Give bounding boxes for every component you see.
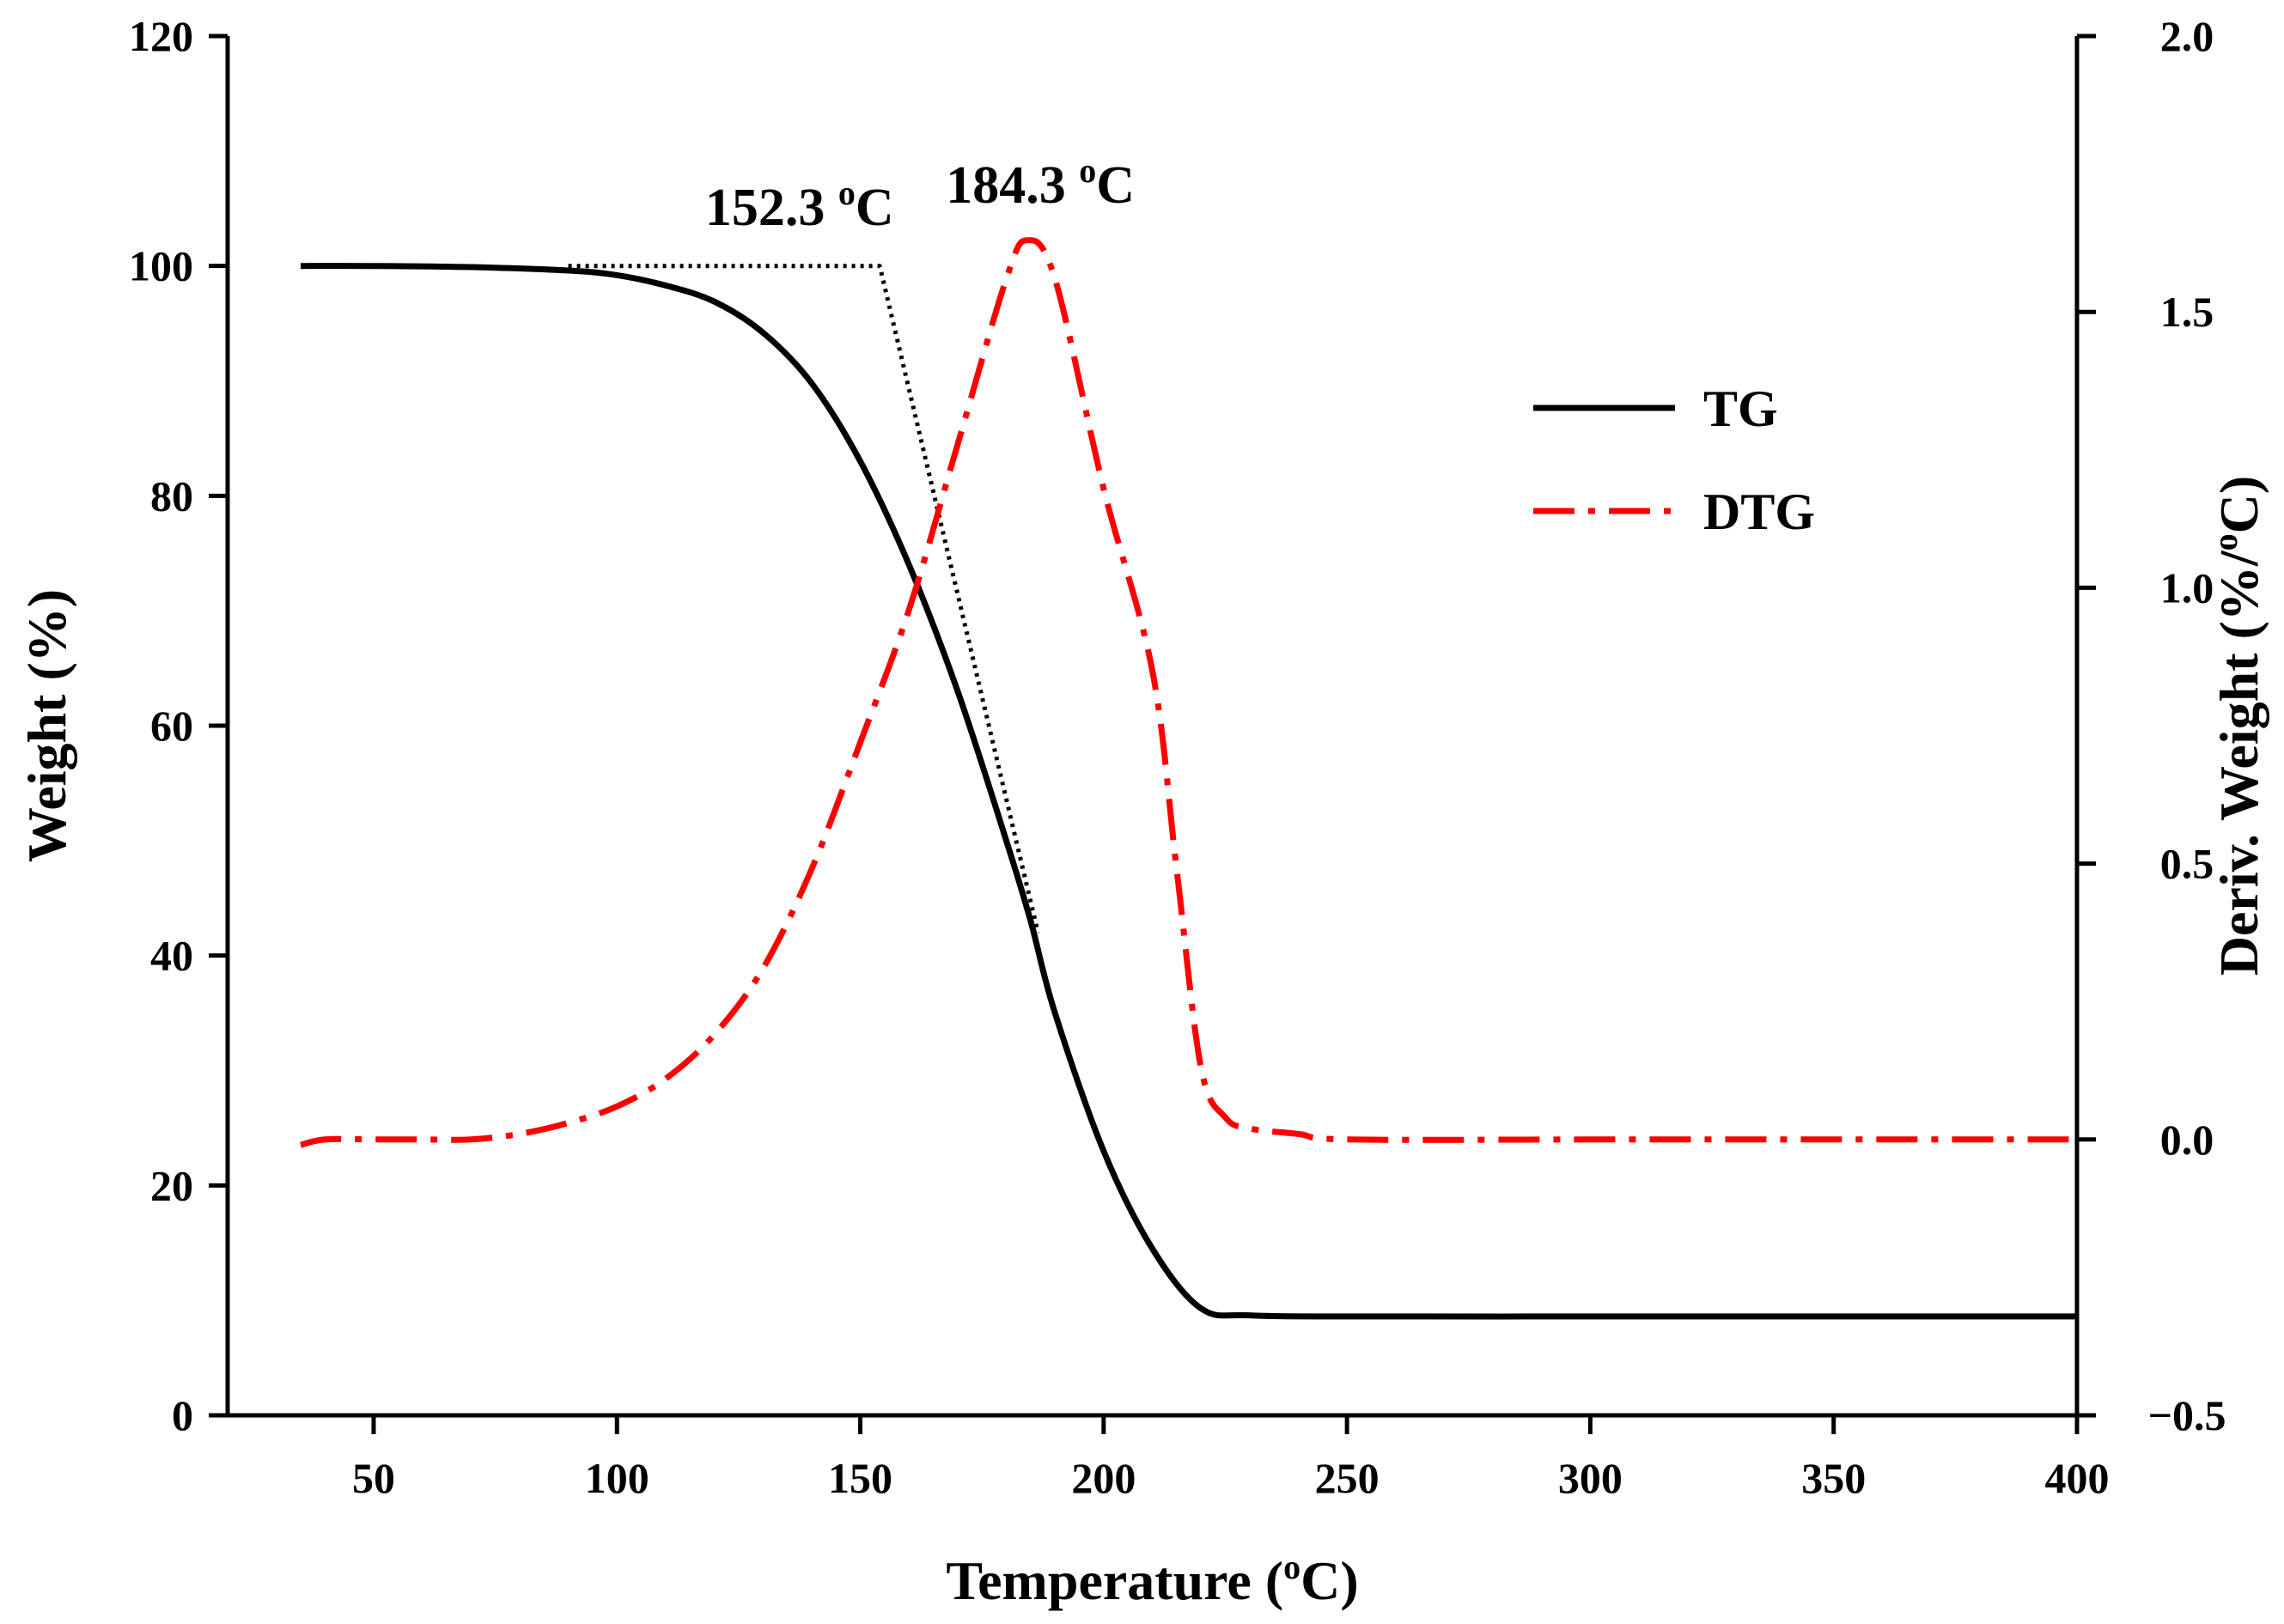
y-right-tick-label: 2.0 xyxy=(2160,12,2214,60)
y-left-tick-label: 120 xyxy=(129,12,193,60)
y-right-tick-label: 1.5 xyxy=(2160,288,2214,336)
legend-label-dtg: DTG xyxy=(1703,484,1815,540)
y-left-tick-label: 40 xyxy=(150,932,193,980)
y-right-tick-label: −0.5 xyxy=(2148,1391,2226,1439)
y-left-tick-label: 20 xyxy=(150,1161,193,1209)
y-left-tick-label: 60 xyxy=(150,702,193,750)
y-right-tick-label: 0.5 xyxy=(2160,840,2214,888)
series-onset-tangent-line xyxy=(568,264,1040,934)
y-right-tick-label: 0.0 xyxy=(2160,1116,2214,1164)
x-tick-label: 150 xyxy=(828,1454,892,1502)
x-tick-label: 100 xyxy=(585,1454,649,1502)
x-tick-label: 300 xyxy=(1558,1454,1623,1502)
legend-label-tg: TG xyxy=(1703,380,1778,437)
x-tick-label: 250 xyxy=(1315,1454,1380,1502)
y-left-tick-label: 100 xyxy=(129,242,193,290)
peak-annotation: 184.3 oC xyxy=(946,151,1135,215)
series-tg-line xyxy=(300,263,2077,1320)
y-left-tick-label: 0 xyxy=(172,1391,193,1439)
x-tick-label: 200 xyxy=(1071,1454,1136,1502)
series-dtg-line xyxy=(300,237,2077,1148)
x-tick-label: 350 xyxy=(1801,1454,1866,1502)
y-right-axis-title: Deriv. Weight (%/oC) xyxy=(2206,476,2269,976)
peak-annotation: 152.3 oC xyxy=(705,173,894,237)
axes-layer xyxy=(209,33,2096,1434)
x-tick-label: 400 xyxy=(2045,1454,2110,1502)
x-tick-label: 50 xyxy=(352,1454,395,1502)
y-left-tick-label: 80 xyxy=(150,471,193,520)
y-left-axis-title: Weight (%) xyxy=(16,589,77,862)
x-axis-title: Temperature (oC) xyxy=(946,1548,1358,1611)
labels-layer: 50 100 150 200 250 300 350 400 0 20 40 60 80 100 120 −0… xyxy=(16,12,2269,1611)
y-right-tick-label: 1.0 xyxy=(2160,563,2214,611)
series-layer xyxy=(300,237,2077,1320)
